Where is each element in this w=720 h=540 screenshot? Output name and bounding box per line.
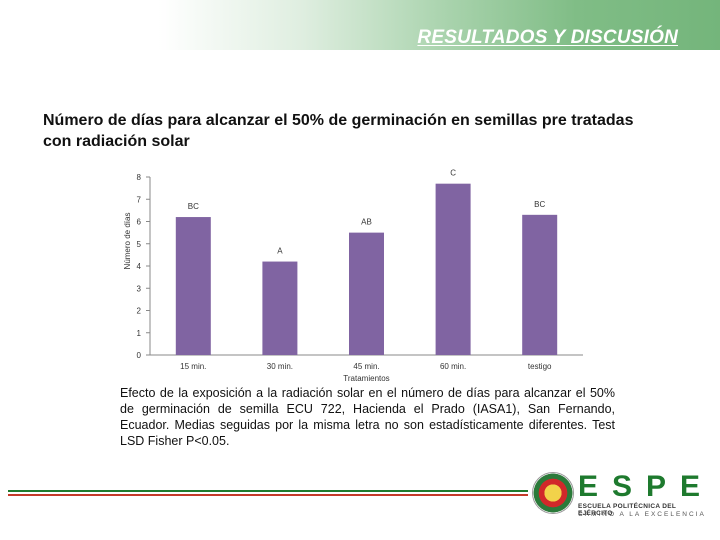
bar-data-label: BC	[534, 200, 545, 209]
bar-data-label: C	[450, 169, 456, 178]
section-title: RESULTADOS Y DISCUSIÓN	[417, 27, 678, 48]
espe-seal-icon	[532, 472, 574, 514]
y-tick-label: 4	[137, 262, 142, 271]
bar-4	[435, 183, 471, 355]
x-tick-label: 15 min.	[180, 362, 206, 371]
footer-divider	[8, 490, 528, 496]
header-band	[0, 0, 720, 50]
y-tick-label: 3	[137, 284, 142, 293]
slide-title: Número de días para alcanzar el 50% de g…	[43, 112, 634, 150]
y-tick-label: 6	[137, 218, 142, 227]
y-tick-label: 1	[137, 329, 142, 338]
chart-svg: 0 1 2 3 4 5 6 7 8 Número de días BC 15 min. A 30 min.…	[123, 169, 583, 383]
bar-3	[349, 232, 384, 355]
x-tick-label: testigo	[528, 362, 552, 371]
bar-5	[522, 214, 558, 355]
x-tick-label: 30 min.	[267, 362, 293, 371]
bar-data-label: AB	[361, 218, 372, 227]
logo-wordmark: ESPE	[578, 470, 715, 503]
y-tick-label: 0	[137, 351, 142, 360]
figure-caption: Efecto de la exposición a la radiación s…	[120, 386, 615, 448]
bar-chart: 0 1 2 3 4 5 6 7 8 Número de días BC 15 min. A 30 min.…	[118, 165, 588, 385]
y-tick-label: 8	[137, 173, 142, 182]
y-axis-title: Número de días	[123, 213, 132, 270]
y-tick-label: 7	[137, 195, 142, 204]
logo-subtitle: ESCUELA POLITÉCNICA DEL EJÉRCITO	[578, 503, 677, 517]
x-tick-label: 45 min.	[353, 362, 379, 371]
x-axis-title: Tratamientos	[343, 374, 389, 383]
y-tick-label: 2	[137, 307, 142, 316]
y-tick-label: 5	[137, 240, 142, 249]
x-tick-label: 60 min.	[440, 362, 466, 371]
bar-data-label: BC	[188, 202, 199, 211]
bar-1	[175, 217, 211, 355]
logo-tagline: CAMINO A LA EXCELENCIA	[578, 511, 706, 518]
espe-logo: ESPE ESCUELA POLITÉCNICA DEL EJÉRCITO CA…	[530, 470, 710, 520]
bar-data-label: A	[277, 247, 283, 256]
bar-2	[262, 261, 298, 355]
